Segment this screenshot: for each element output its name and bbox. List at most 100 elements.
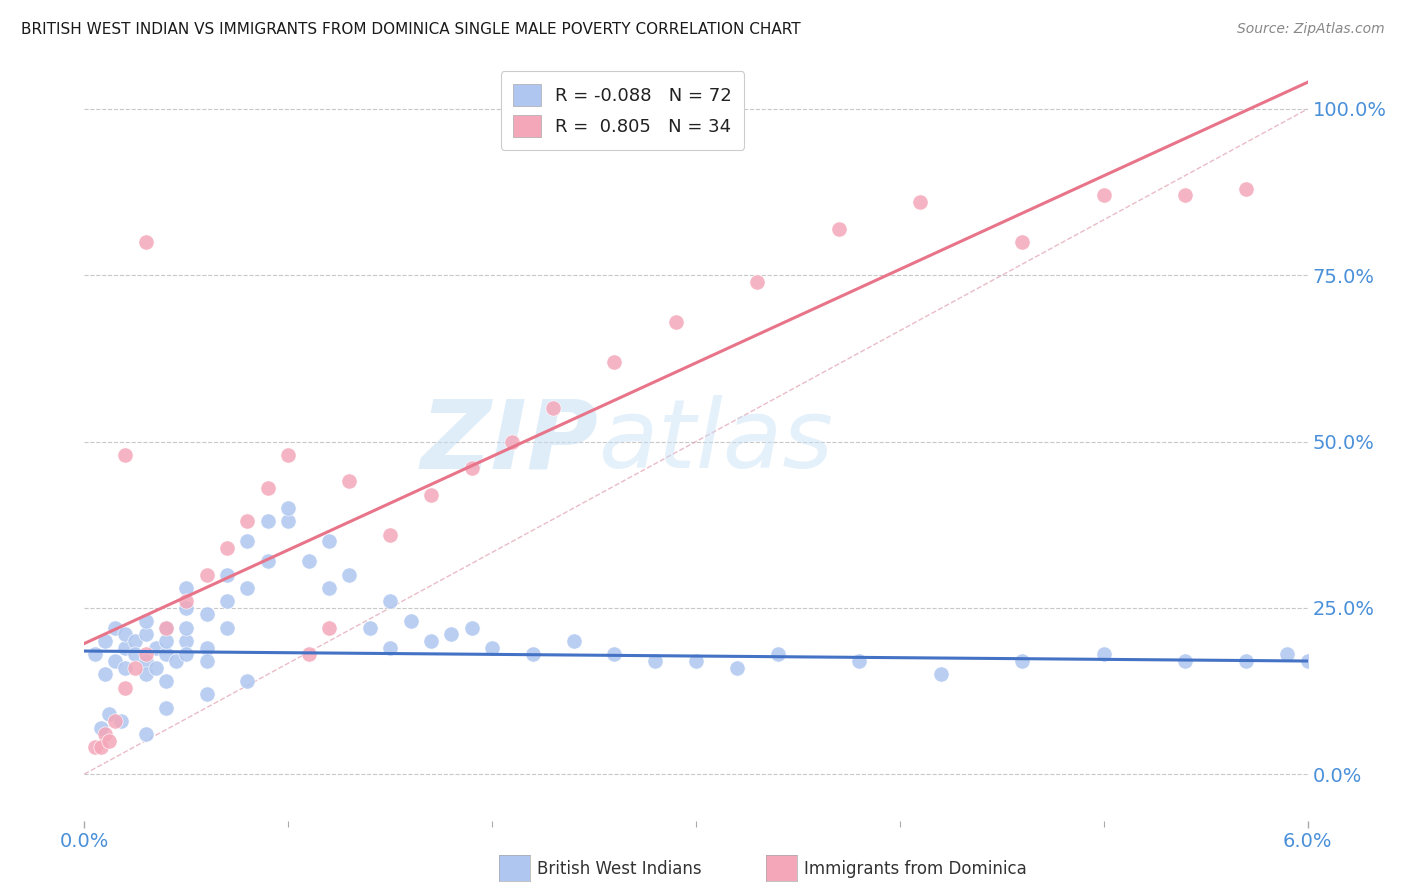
Point [155, 621, 177, 635]
Point [83, 740, 105, 755]
Point [318, 581, 340, 595]
Point [543, 401, 565, 416]
Point [114, 681, 136, 695]
Text: ZIP: ZIP [420, 395, 598, 488]
Point [124, 661, 146, 675]
Point [339, 567, 361, 582]
Point [90, 740, 112, 755]
Point [562, 634, 585, 648]
Point [420, 634, 443, 648]
Point [461, 621, 484, 635]
Point [603, 355, 626, 369]
Point [257, 481, 280, 495]
Point [217, 567, 239, 582]
Point [114, 640, 136, 655]
Point [135, 654, 157, 668]
Point [124, 634, 146, 648]
Point [97, 734, 120, 748]
Point [502, 434, 524, 449]
Point [522, 648, 544, 662]
Point [318, 534, 340, 549]
Point [97, 707, 120, 722]
Point [155, 648, 177, 662]
Point [176, 600, 198, 615]
Point [380, 640, 402, 655]
Point [104, 621, 127, 635]
Point [135, 727, 157, 741]
Point [124, 648, 146, 662]
Point [277, 501, 299, 516]
Point [104, 654, 127, 668]
Point [1092, 648, 1115, 662]
Point [1277, 648, 1299, 662]
Point [155, 634, 177, 648]
Point [90, 721, 112, 735]
Point [236, 673, 259, 688]
Text: Source: ZipAtlas.com: Source: ZipAtlas.com [1237, 22, 1385, 37]
Point [195, 687, 218, 701]
Point [277, 448, 299, 462]
Point [848, 654, 870, 668]
Text: British West Indians: British West Indians [537, 860, 702, 878]
Point [277, 514, 299, 528]
Point [257, 514, 280, 528]
Point [93, 727, 117, 741]
Point [217, 541, 239, 555]
Point [420, 488, 443, 502]
Point [644, 654, 666, 668]
Point [217, 594, 239, 608]
Point [176, 581, 198, 595]
Point [685, 654, 707, 668]
Point [135, 667, 157, 681]
Point [929, 667, 952, 681]
Point [1236, 654, 1258, 668]
Text: BRITISH WEST INDIAN VS IMMIGRANTS FROM DOMINICA SINGLE MALE POVERTY CORRELATION : BRITISH WEST INDIAN VS IMMIGRANTS FROM D… [21, 22, 800, 37]
Point [236, 581, 259, 595]
Point [195, 567, 218, 582]
Text: Immigrants from Dominica: Immigrants from Dominica [804, 860, 1026, 878]
Point [747, 275, 769, 289]
Point [461, 461, 484, 475]
Point [155, 621, 177, 635]
Point [1296, 654, 1319, 668]
Point [114, 661, 136, 675]
Text: atlas: atlas [598, 395, 834, 488]
Point [725, 661, 748, 675]
Point [380, 527, 402, 541]
Point [318, 621, 340, 635]
Point [135, 648, 157, 662]
Point [135, 614, 157, 628]
Point [195, 640, 218, 655]
Point [1174, 188, 1197, 202]
Point [440, 627, 463, 641]
Point [766, 648, 789, 662]
Point [104, 714, 127, 728]
Point [165, 654, 187, 668]
Point [399, 614, 422, 628]
Point [603, 648, 626, 662]
Point [217, 621, 239, 635]
Point [298, 648, 321, 662]
Point [380, 594, 402, 608]
Point [236, 534, 259, 549]
Point [155, 673, 177, 688]
Point [1011, 654, 1033, 668]
Point [236, 514, 259, 528]
Point [155, 700, 177, 714]
Point [257, 554, 280, 568]
Legend: R = -0.088   N = 72, R =  0.805   N = 34: R = -0.088 N = 72, R = 0.805 N = 34 [501, 71, 744, 150]
Point [176, 648, 198, 662]
Point [1092, 188, 1115, 202]
Point [93, 667, 117, 681]
Point [1236, 182, 1258, 196]
Point [828, 221, 851, 235]
Point [145, 661, 167, 675]
Point [1174, 654, 1197, 668]
Point [145, 640, 167, 655]
Point [176, 621, 198, 635]
Point [176, 634, 198, 648]
Point [1011, 235, 1033, 249]
Point [83, 648, 105, 662]
Point [135, 627, 157, 641]
Point [339, 475, 361, 489]
